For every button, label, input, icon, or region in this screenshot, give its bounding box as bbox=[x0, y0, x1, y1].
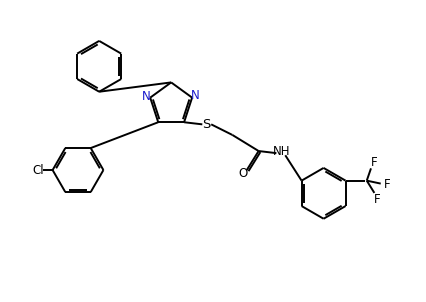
Text: NH: NH bbox=[273, 145, 290, 158]
Text: F: F bbox=[373, 193, 379, 206]
Text: S: S bbox=[201, 118, 210, 131]
Text: N: N bbox=[141, 90, 150, 103]
Text: F: F bbox=[370, 156, 377, 169]
Text: O: O bbox=[237, 166, 247, 180]
Text: F: F bbox=[383, 178, 390, 191]
Text: N: N bbox=[191, 89, 199, 102]
Text: Cl: Cl bbox=[32, 164, 43, 177]
